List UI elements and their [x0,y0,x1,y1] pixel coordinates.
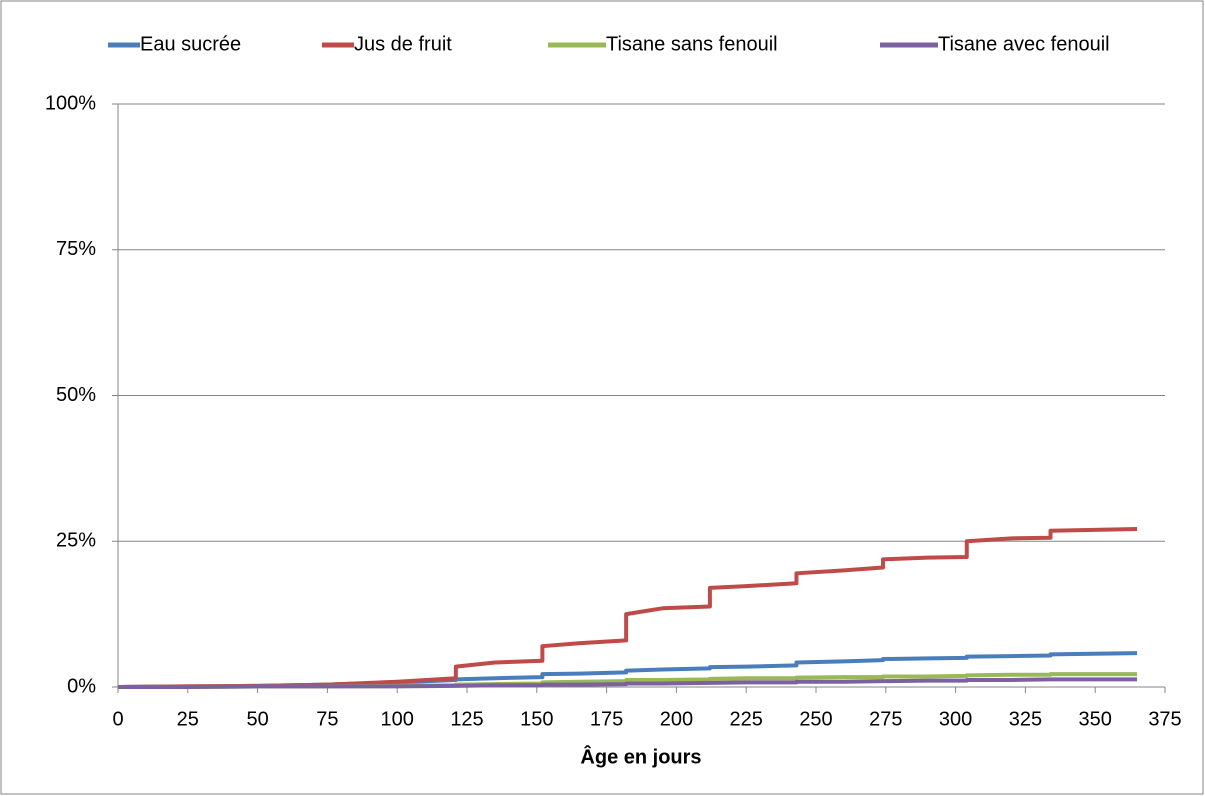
legend-label: Jus de fruit [354,33,452,55]
x-tick-label: 375 [1148,708,1181,730]
y-tick-label: 100% [45,92,96,114]
x-tick-label: 300 [939,708,972,730]
legend-label: Tisane sans fenouil [606,33,778,55]
x-tick-label: 250 [799,708,832,730]
x-axis-title: Âge en jours [580,744,701,768]
x-tick-label: 275 [869,708,902,730]
legend-label: Tisane avec fenouil [938,33,1110,55]
x-tick-label: 175 [590,708,623,730]
x-tick-label: 25 [177,708,199,730]
x-tick-label: 75 [316,708,338,730]
legend-label: Eau sucrée [140,33,241,55]
series-line [117,527,1138,689]
y-tick-label: 0% [67,675,96,697]
x-tick-label: 200 [660,708,693,730]
x-tick-label: 0 [112,708,123,730]
series-line [118,677,1138,689]
x-tick-label: 125 [450,708,483,730]
x-tick-label: 350 [1079,708,1112,730]
x-tick-label: 50 [246,708,268,730]
x-tick-label: 225 [730,708,763,730]
x-tick-label: 325 [1009,708,1042,730]
y-tick-label: 75% [56,238,96,260]
y-tick-label: 50% [56,384,96,406]
x-tick-label: 100 [381,708,414,730]
y-tick-label: 25% [56,530,96,552]
x-tick-label: 150 [520,708,553,730]
